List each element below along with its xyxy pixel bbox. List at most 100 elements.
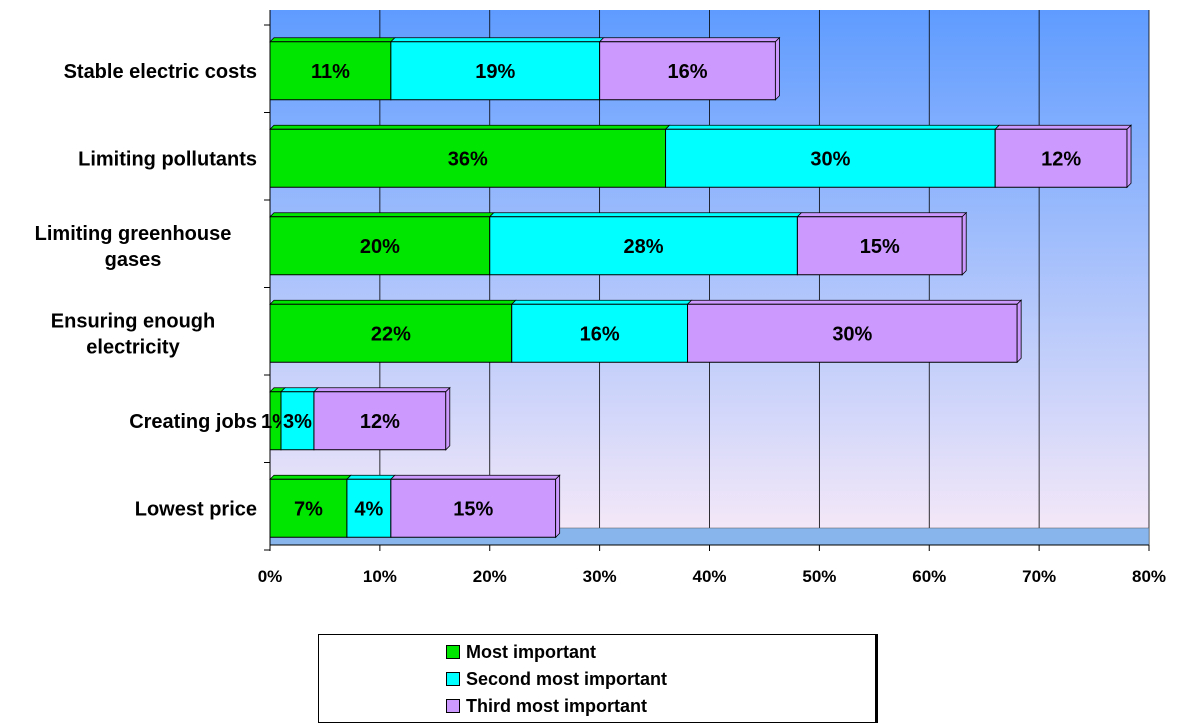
data-label: 16%: [580, 323, 620, 345]
category-label: Limiting greenhouse gases: [35, 223, 232, 271]
bar-second-most-important: 4%: [345, 474, 396, 538]
bar-segment: [390, 41, 601, 101]
data-label: 3%: [283, 411, 312, 433]
data-label: 30%: [810, 148, 850, 170]
x-tick-label: 60%: [912, 567, 946, 586]
bar-segment: [346, 478, 392, 538]
category-label: Ensuring enough electricity: [51, 310, 215, 358]
category-label: Lowest price: [135, 498, 257, 520]
bar-third-most-important: 30%: [686, 299, 1023, 363]
category-labels: Stable electric costs Limiting pollutants…: [35, 61, 257, 521]
bar-side-face: [555, 474, 561, 539]
x-tick-label: 50%: [802, 567, 836, 586]
category-label: Stable electric costs: [64, 61, 257, 83]
bar-third-most-important: 12%: [994, 124, 1132, 188]
legend-label: Third most important: [466, 695, 647, 716]
bar-segment: [489, 216, 798, 276]
data-label: 30%: [832, 323, 872, 345]
bar-segment: [599, 41, 776, 101]
data-label: 4%: [354, 498, 383, 520]
data-label: 11%: [311, 61, 350, 83]
bar-most-important: 7%: [269, 474, 352, 538]
bar-third-most-important: 12%: [312, 387, 451, 451]
data-label: 12%: [360, 411, 400, 433]
bar-second-most-important: 16%: [510, 299, 693, 363]
bar-top-face: [994, 124, 1132, 130]
bar-most-important: 20%: [269, 212, 495, 276]
bar-most-important: 11%: [269, 37, 396, 101]
data-label: 22%: [371, 323, 411, 345]
legend-swatch-most-important: [446, 645, 460, 659]
legend-swatch-second-most-important: [446, 672, 460, 686]
bar-second-most-important: 3%: [280, 387, 319, 451]
bar-segment: [269, 128, 667, 188]
legend-label: Second most important: [466, 668, 668, 689]
data-label: 28%: [624, 236, 664, 258]
bar-most-important: 36%: [269, 124, 671, 188]
bar-segment: [269, 216, 491, 276]
bar-top-face: [598, 37, 781, 43]
legend: Most important Second most important Thi…: [318, 634, 878, 723]
bar-side-face: [961, 211, 967, 276]
bar-top-face: [269, 37, 396, 43]
data-label: 20%: [360, 236, 400, 258]
bar-top-face: [312, 387, 451, 393]
bar-third-most-important: 15%: [389, 474, 561, 538]
bar-segment: [511, 303, 689, 363]
bar-top-face: [664, 124, 1001, 130]
bar-top-face: [389, 37, 605, 43]
bar-second-most-important: 30%: [664, 124, 1001, 188]
x-tick-label: 40%: [692, 567, 726, 586]
bar-second-most-important: 28%: [488, 212, 803, 276]
x-tick-labels: 0% 10% 20% 30% 40% 50% 60% 70% 80%: [258, 567, 1166, 586]
data-label: 16%: [668, 61, 708, 83]
x-tick-label: 80%: [1132, 567, 1166, 586]
legend-item-most-important: Most important: [446, 640, 596, 664]
x-tick-label: 20%: [473, 567, 507, 586]
bar-segment: [269, 303, 513, 363]
x-tick-label: 70%: [1022, 567, 1056, 586]
x-tick-label: 0%: [258, 567, 283, 586]
bar-side-face: [1126, 124, 1132, 189]
bar-segment: [994, 128, 1128, 188]
bar-side-face: [1016, 299, 1022, 364]
bar-top-face: [269, 299, 517, 305]
bar-top-face: [389, 474, 561, 480]
bar-segment: [313, 391, 447, 451]
legend-item-second-most-important: Second most important: [446, 667, 667, 691]
category-label: Creating jobs: [129, 411, 257, 433]
axes: [264, 10, 1150, 551]
bar-most-important: 22%: [269, 299, 517, 363]
data-label: 12%: [1041, 148, 1081, 170]
bar-third-most-important: 16%: [598, 37, 781, 101]
bar-top-face: [686, 299, 1023, 305]
legend-item-third-most-important: Third most important: [446, 694, 647, 718]
bar-top-face: [269, 474, 352, 480]
legend-swatch-third-most-important: [446, 699, 460, 713]
data-label: 36%: [448, 148, 488, 170]
data-label: 15%: [453, 498, 493, 520]
bar-second-most-important: 19%: [389, 37, 605, 101]
bar-segment: [390, 478, 557, 538]
bar-top-face: [269, 212, 495, 218]
bar-top-face: [280, 387, 319, 393]
x-tick-label: 30%: [583, 567, 617, 586]
bar-segment: [796, 216, 963, 276]
data-label: 7%: [294, 498, 323, 520]
bar-side-face: [445, 386, 451, 451]
bar-segment: [687, 303, 1018, 363]
bar-segment: [269, 41, 392, 101]
bar-side-face: [775, 36, 780, 101]
bars: 11% 19% 16%36% 30% 12%20% 28% 15%22% 16% 30%1%3%…: [261, 36, 1132, 539]
legend-label: Most important: [466, 641, 596, 662]
category-label: Limiting pollutants: [78, 148, 257, 170]
bar-top-face: [345, 474, 396, 480]
bar-top-face: [510, 299, 693, 305]
data-label: 19%: [475, 61, 515, 83]
bar-top-face: [796, 212, 968, 218]
x-tick-label: 10%: [363, 567, 397, 586]
bar-third-most-important: 15%: [796, 212, 968, 276]
bar-top-face: [488, 212, 803, 218]
bar-segment: [665, 128, 996, 188]
